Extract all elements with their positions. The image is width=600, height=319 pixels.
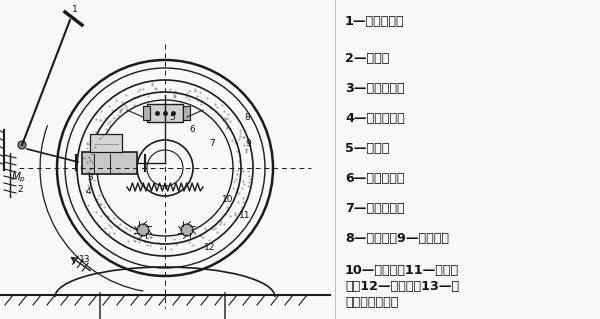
Text: 12: 12 (205, 243, 215, 253)
Text: 11: 11 (239, 211, 251, 219)
Bar (90, 134, 122, 152)
Text: 13: 13 (79, 256, 91, 264)
Text: 7—轮缸活塞；: 7—轮缸活塞； (345, 202, 404, 215)
Text: 7: 7 (209, 138, 215, 147)
Text: 8: 8 (244, 114, 250, 122)
Text: 9: 9 (245, 138, 251, 147)
Text: 6—制动轮缸；: 6—制动轮缸； (345, 172, 404, 185)
Text: 4: 4 (85, 188, 91, 197)
Text: 10—制动蹄；11—制动底: 10—制动蹄；11—制动底 (345, 264, 459, 277)
Circle shape (137, 224, 149, 236)
Circle shape (181, 224, 193, 236)
Text: 5: 5 (169, 114, 175, 122)
Text: 3—主缸活塞；: 3—主缸活塞； (345, 82, 404, 95)
Bar (183, 106, 190, 120)
Text: $M_p$: $M_p$ (11, 171, 26, 185)
Circle shape (18, 141, 26, 149)
Text: 5—油管；: 5—油管； (345, 142, 389, 155)
Text: 8—制动鼓；9—摩擦片；: 8—制动鼓；9—摩擦片； (345, 232, 449, 245)
Bar (143, 106, 150, 120)
Text: 1—制动蹏板；: 1—制动蹏板； (345, 15, 404, 28)
Text: 3: 3 (87, 174, 93, 182)
Text: 2: 2 (17, 186, 23, 195)
Text: 4—制动主缸；: 4—制动主缸； (345, 112, 405, 125)
Text: 板；12—支承销；13—制: 板；12—支承销；13—制 (345, 280, 459, 293)
Text: 10: 10 (222, 196, 234, 204)
Bar (147, 104, 183, 122)
Text: 2—推杆；: 2—推杆； (345, 52, 389, 65)
Text: 6: 6 (189, 125, 195, 135)
Bar (82, 152, 137, 174)
Text: 1: 1 (72, 5, 78, 14)
Text: 动蹄回位弹簧。: 动蹄回位弹簧。 (345, 296, 398, 309)
